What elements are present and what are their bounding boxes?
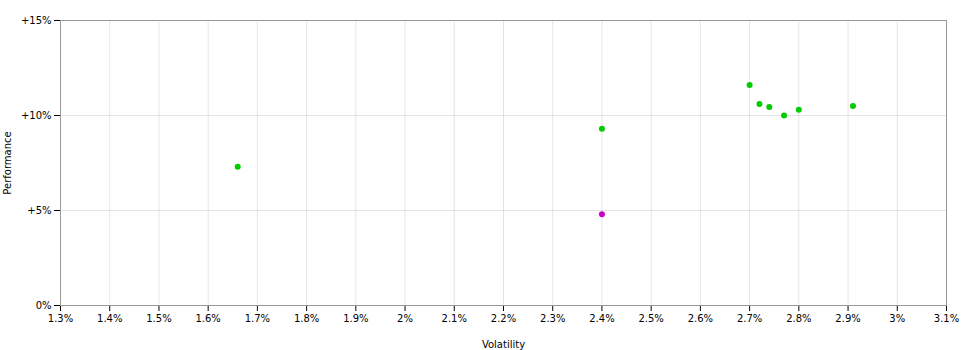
svg-text:+10%: +10% <box>21 110 52 121</box>
svg-text:Performance: Performance <box>2 131 13 194</box>
svg-text:2.9%: 2.9% <box>835 313 860 324</box>
svg-text:2%: 2% <box>397 313 413 324</box>
svg-text:1.3%: 1.3% <box>48 313 73 324</box>
svg-text:1.7%: 1.7% <box>245 313 270 324</box>
svg-text:2.5%: 2.5% <box>638 313 663 324</box>
svg-text:3.1%: 3.1% <box>934 313 959 324</box>
svg-text:1.6%: 1.6% <box>195 313 220 324</box>
svg-text:2.7%: 2.7% <box>737 313 762 324</box>
svg-text:1.5%: 1.5% <box>146 313 171 324</box>
svg-text:+5%: +5% <box>27 205 51 216</box>
svg-text:1.4%: 1.4% <box>97 313 122 324</box>
svg-text:2.2%: 2.2% <box>491 313 516 324</box>
svg-text:2.3%: 2.3% <box>540 313 565 324</box>
svg-text:2.6%: 2.6% <box>688 313 713 324</box>
svg-text:1.8%: 1.8% <box>294 313 319 324</box>
svg-text:2.1%: 2.1% <box>442 313 467 324</box>
svg-text:1.9%: 1.9% <box>343 313 368 324</box>
svg-text:3%: 3% <box>889 313 905 324</box>
svg-text:2.4%: 2.4% <box>589 313 614 324</box>
svg-text:2.8%: 2.8% <box>786 313 811 324</box>
svg-text:+15%: +15% <box>21 15 52 26</box>
svg-text:0%: 0% <box>36 300 52 311</box>
svg-text:Volatility: Volatility <box>482 339 525 350</box>
